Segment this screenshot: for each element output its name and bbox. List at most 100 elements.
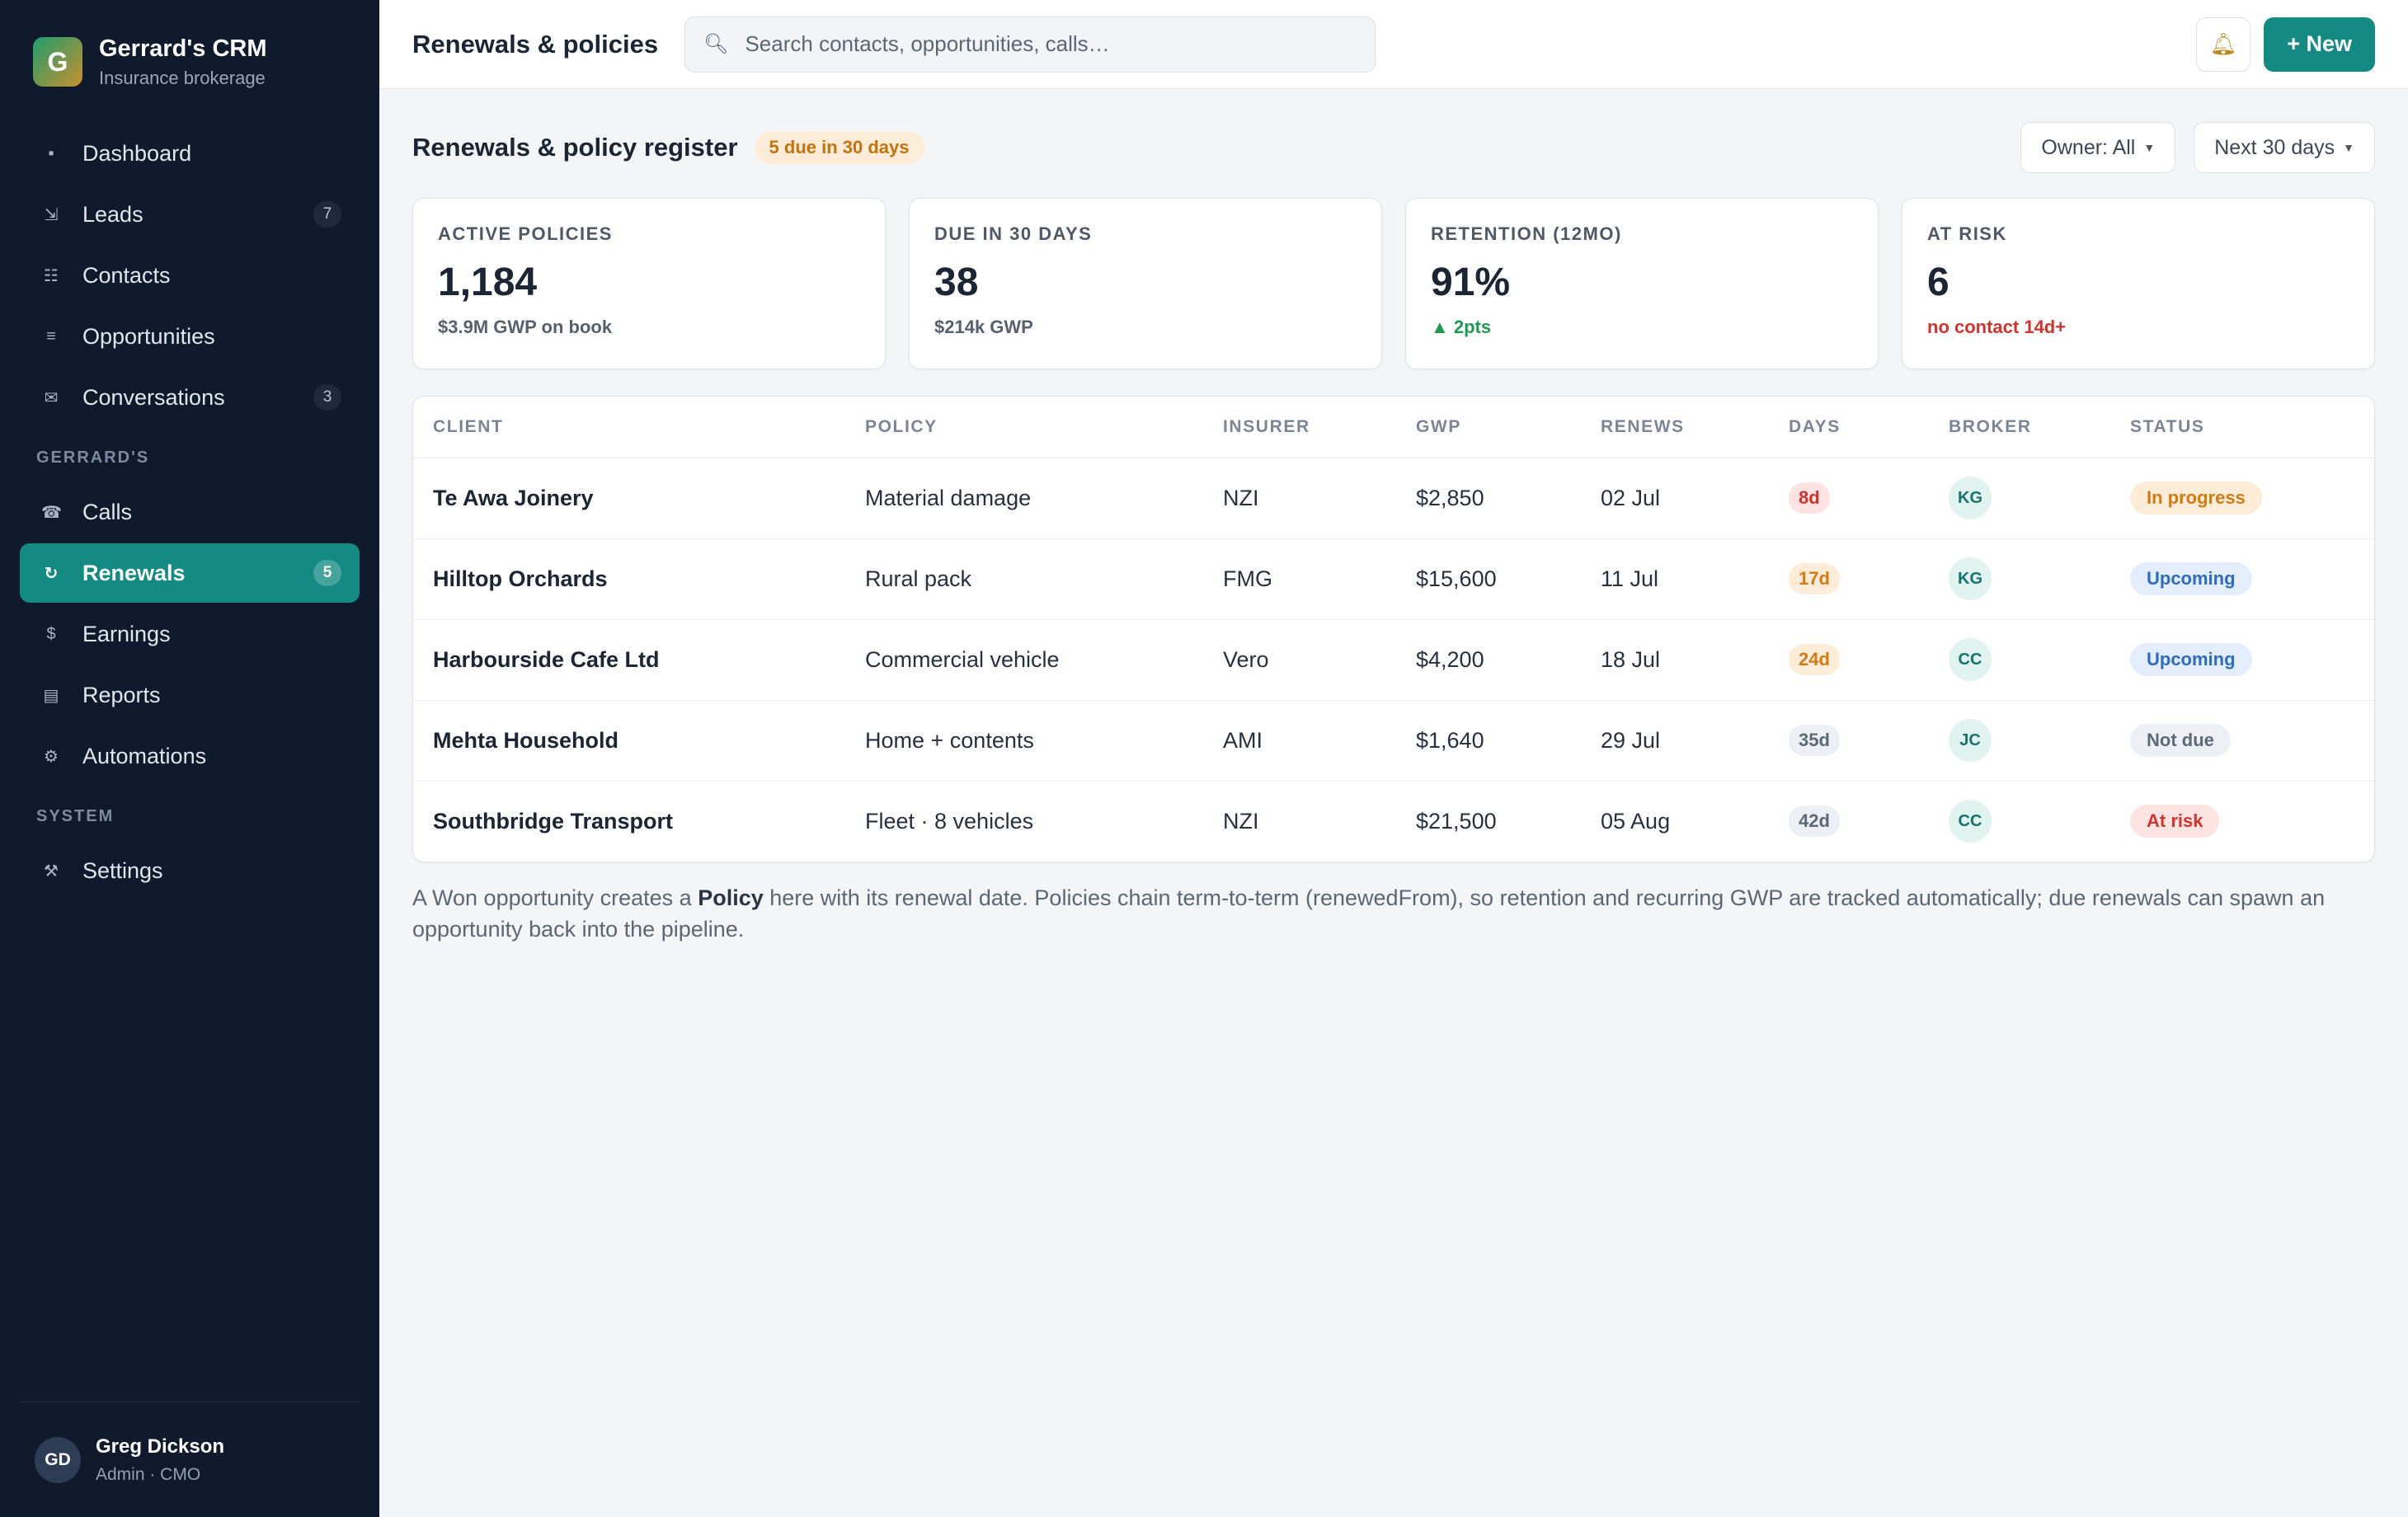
avatar: KG	[1949, 477, 1992, 519]
sidebar-item-label: Dashboard	[82, 140, 192, 166]
user-role: Admin · CMO	[96, 1464, 201, 1484]
sidebar-item-label: Renewals	[82, 560, 186, 585]
kpi-row: ACTIVE POLICIES 1,184 $3.9M GWP on book …	[412, 198, 2375, 369]
status-badge: At risk	[2130, 805, 2220, 838]
info-note: A Won opportunity creates a Policy here …	[412, 882, 2375, 945]
avatar: CC	[1949, 800, 1992, 843]
kpi-label: DUE IN 30 DAYS	[934, 223, 1093, 244]
column-header[interactable]: STATUS	[2110, 397, 2374, 458]
broker-cell: JC	[1929, 700, 2110, 782]
table-row[interactable]: Harbourside Cafe Ltd Commercial vehicle …	[413, 619, 2374, 701]
dollar-icon: $	[46, 624, 56, 643]
table-row[interactable]: Te Awa Joinery Material damage NZI $2,85…	[413, 458, 2374, 539]
renewals-table: CLIENT POLICY INSURER GWP RENEWS DAYS BR…	[413, 397, 2374, 862]
column-header[interactable]: CLIENT	[413, 397, 845, 458]
reports-icon: ▤	[43, 686, 59, 705]
sidebar-item-calls[interactable]: ☎ Calls	[20, 482, 360, 542]
note-text: here with its renewal date. Policies cha…	[412, 885, 2326, 942]
status-cell: Not due	[2110, 700, 2374, 782]
caret-down-icon: ▼	[2343, 141, 2354, 154]
note-bold: Policy	[698, 885, 764, 910]
kpi-card-at-risk: AT RISK 6 no contact 14d+	[1902, 198, 2375, 369]
kpi-sub: $3.9M GWP on book	[438, 317, 613, 337]
column-header[interactable]: DAYS	[1769, 397, 1929, 458]
opportunities-icon: ≡	[46, 326, 56, 345]
search-box[interactable]: 🔍︎	[684, 16, 1376, 73]
brand[interactable]: G Gerrard's CRM Insurance brokerage	[20, 0, 360, 124]
phone-icon: ☎	[41, 503, 62, 522]
client-cell[interactable]: Southbridge Transport	[433, 808, 674, 834]
sidebar-item-dashboard[interactable]: ▪ Dashboard	[20, 124, 360, 183]
column-header[interactable]: POLICY	[845, 397, 1203, 458]
column-header[interactable]: INSURER	[1203, 397, 1396, 458]
gwp-cell: $2,850	[1396, 458, 1581, 539]
status-badge: Upcoming	[2130, 643, 2252, 676]
client-cell[interactable]: Harbourside Cafe Ltd	[413, 619, 845, 701]
sidebar-item-conversations[interactable]: ✉ Conversations 3	[20, 368, 360, 427]
kpi-label: ACTIVE POLICIES	[438, 223, 613, 244]
sidebar-item-renewals[interactable]: ↻ Renewals 5	[20, 543, 360, 603]
contacts-icon: ☷	[44, 266, 59, 285]
sidebar-item-label: Earnings	[82, 621, 171, 646]
broker-cell: KG	[1929, 458, 2110, 539]
days-cell: 17d	[1769, 538, 1929, 620]
kpi-sub: $214k GWP	[934, 317, 1033, 337]
sidebar-item-automations[interactable]: ⚙ Automations	[20, 726, 360, 786]
sidebar-item-label: Calls	[82, 499, 133, 524]
broker-cell: CC	[1929, 781, 2110, 862]
table-row[interactable]: Southbridge Transport Fleet · 8 vehicles…	[413, 781, 2374, 862]
brand-name: Gerrard's CRM	[99, 35, 267, 62]
sidebar-item-opportunities[interactable]: ≡ Opportunities	[20, 307, 360, 366]
kpi-card-due-30-days: DUE IN 30 DAYS 38 $214k GWP	[909, 198, 1382, 369]
search-input[interactable]	[745, 31, 1357, 57]
column-header[interactable]: RENEWS	[1581, 397, 1769, 458]
days-badge: 24d	[1789, 644, 1840, 675]
status-cell: In progress	[2110, 458, 2374, 539]
table-row[interactable]: Hilltop Orchards Rural pack FMG $15,600 …	[413, 538, 2374, 620]
sidebar-item-contacts[interactable]: ☷ Contacts	[20, 246, 360, 305]
renew-icon: ↻	[44, 564, 59, 583]
column-header[interactable]: BROKER	[1929, 397, 2110, 458]
status-cell: Upcoming	[2110, 619, 2374, 701]
caret-down-icon: ▼	[2143, 141, 2156, 154]
sidebar-item-earnings[interactable]: $ Earnings	[20, 604, 360, 664]
user-profile[interactable]: GD Greg Dickson Admin · CMO	[20, 1402, 360, 1517]
new-button[interactable]: + New	[2264, 16, 2375, 72]
days-cell: 35d	[1769, 700, 1929, 782]
avatar: JC	[1949, 719, 1992, 762]
status-cell: At risk	[2110, 781, 2374, 862]
days-cell: 24d	[1769, 619, 1929, 701]
conversations-icon: ✉	[44, 388, 59, 407]
client-cell[interactable]: Te Awa Joinery	[413, 458, 845, 539]
gwp-cell: $4,200	[1396, 619, 1581, 701]
insurer-cell: AMI	[1203, 700, 1396, 782]
sidebar-item-label: Leads	[82, 201, 143, 227]
policy-cell: Home + contents	[845, 700, 1203, 782]
kpi-label: RETENTION (12MO)	[1431, 223, 1622, 244]
table-header-row: CLIENT POLICY INSURER GWP RENEWS DAYS BR…	[413, 397, 2374, 458]
kpi-value: 91%	[1431, 261, 1511, 304]
status-cell: Upcoming	[2110, 538, 2374, 620]
client-cell[interactable]: Hilltop Orchards	[413, 538, 845, 620]
renews-cell: 18 Jul	[1581, 619, 1769, 701]
tools-icon: ⚒	[44, 862, 59, 881]
days-cell: 42d	[1769, 781, 1929, 862]
client-cell[interactable]: Mehta Household	[413, 700, 845, 782]
count-badge: 7	[313, 201, 341, 228]
owner-filter[interactable]: Owner: All ▼	[2020, 122, 2176, 173]
sidebar-item-leads[interactable]: ⇲ Leads 7	[20, 185, 360, 244]
gwp-cell: $21,500	[1416, 808, 1497, 834]
column-header[interactable]: GWP	[1396, 397, 1581, 458]
count-badge: 3	[313, 384, 341, 411]
sidebar-item-reports[interactable]: ▤ Reports	[20, 665, 360, 725]
date-range-filter[interactable]: Next 30 days ▼	[2194, 122, 2375, 173]
brand-logo: G	[33, 37, 82, 87]
date-range-label: Next 30 days	[2214, 135, 2335, 159]
notifications-button[interactable]: 🔔︎	[2196, 16, 2251, 72]
table-row[interactable]: Mehta Household Home + contents AMI $1,6…	[413, 700, 2374, 782]
sidebar-item-settings[interactable]: ⚒ Settings	[20, 841, 360, 900]
user-name: Greg Dickson	[96, 1435, 225, 1458]
renews-cell: 05 Aug	[1601, 808, 1671, 834]
sidebar-item-label: Settings	[82, 857, 163, 883]
brand-subtitle: Insurance brokerage	[99, 67, 266, 88]
